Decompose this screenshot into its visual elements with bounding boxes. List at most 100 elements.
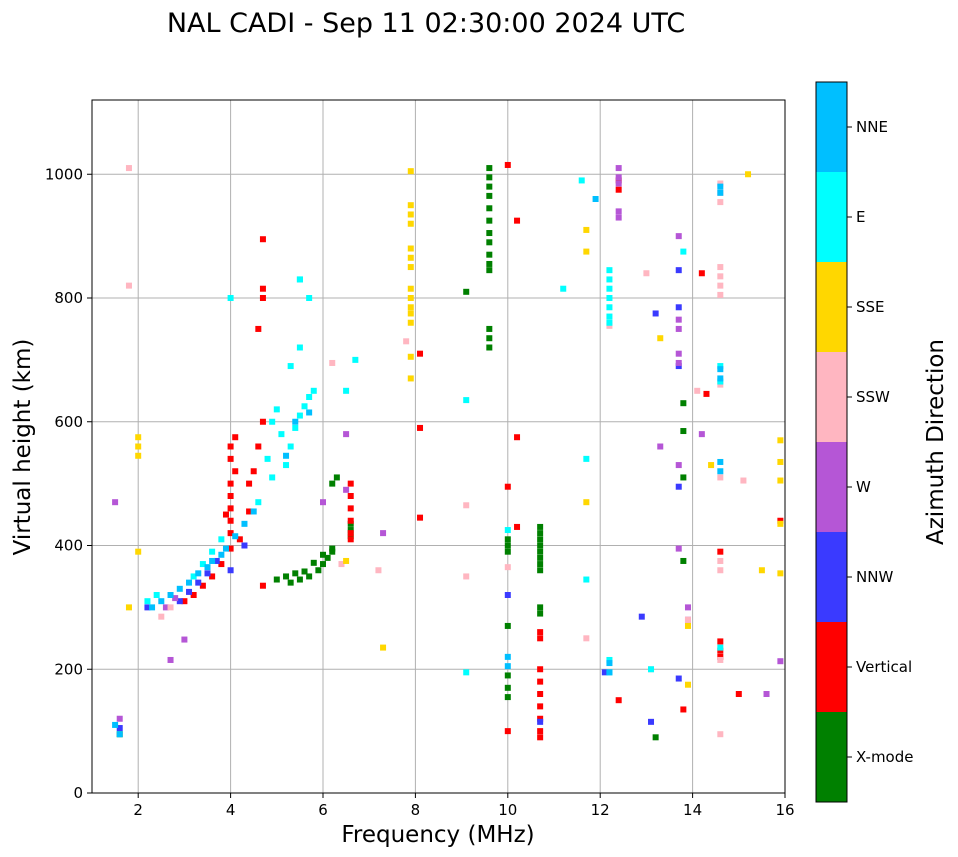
data-point	[504, 536, 511, 543]
data-point	[717, 567, 724, 574]
data-point	[176, 585, 183, 592]
data-point	[296, 576, 303, 583]
data-point	[259, 236, 266, 243]
data-point	[615, 165, 622, 172]
data-point	[606, 660, 613, 667]
colorbar-segment	[816, 262, 847, 352]
data-point	[246, 480, 253, 487]
data-point	[504, 542, 511, 549]
data-point	[486, 335, 493, 342]
x-tick-label: 16	[775, 801, 794, 819]
data-point	[181, 636, 188, 643]
data-point	[310, 559, 317, 566]
data-point	[204, 570, 211, 577]
data-point	[320, 551, 326, 558]
data-point	[287, 579, 294, 586]
data-point	[162, 604, 169, 611]
data-point	[717, 731, 724, 738]
data-point	[301, 403, 308, 410]
data-point	[347, 530, 354, 537]
data-point	[777, 517, 784, 524]
data-point	[190, 573, 197, 580]
data-point	[703, 390, 710, 397]
data-point	[463, 573, 470, 580]
data-point	[717, 647, 724, 654]
data-point	[347, 517, 354, 524]
data-point	[717, 644, 724, 651]
data-point	[578, 177, 585, 184]
x-tick-label: 6	[318, 801, 328, 819]
data-point	[684, 622, 691, 629]
data-point	[514, 217, 521, 224]
data-point	[264, 455, 271, 462]
data-point	[167, 604, 174, 611]
data-point	[112, 499, 119, 506]
x-tick-label: 10	[498, 801, 517, 819]
data-point	[537, 523, 544, 530]
data-point	[537, 536, 544, 543]
y-axis-label: Virtual height (km)	[10, 339, 36, 556]
data-point	[698, 270, 705, 277]
data-point	[116, 725, 123, 732]
data-point	[680, 248, 687, 255]
data-point	[504, 684, 511, 691]
data-point	[675, 359, 682, 366]
data-point	[347, 527, 354, 534]
data-point	[186, 588, 193, 595]
data-point	[615, 186, 622, 193]
data-point	[615, 174, 622, 181]
data-point	[717, 548, 724, 555]
data-point	[537, 691, 544, 697]
data-point	[486, 205, 493, 212]
data-point	[504, 663, 511, 670]
data-point	[537, 548, 544, 555]
data-point	[486, 260, 493, 267]
data-point	[283, 573, 290, 580]
data-point	[675, 304, 682, 311]
data-point	[648, 666, 655, 673]
data-point	[486, 174, 493, 181]
data-point	[158, 598, 165, 605]
data-point	[125, 165, 132, 172]
data-point	[352, 356, 359, 363]
data-point	[583, 499, 590, 506]
data-point	[717, 653, 724, 660]
data-point	[186, 579, 193, 586]
data-point	[227, 567, 234, 574]
data-point	[204, 564, 211, 571]
data-point	[717, 378, 724, 385]
data-point	[417, 424, 424, 431]
data-point	[592, 196, 599, 202]
data-point	[777, 458, 784, 465]
data-point	[324, 554, 331, 561]
data-point	[209, 573, 216, 580]
y-tick-label: 800	[54, 289, 83, 307]
colorbar-label: Azimuth Direction	[923, 339, 949, 545]
data-point	[407, 319, 414, 326]
data-point	[407, 202, 414, 209]
colorbar-segment	[816, 532, 847, 622]
data-point	[684, 681, 691, 688]
data-point	[486, 251, 493, 258]
data-point	[698, 431, 705, 438]
data-point	[583, 576, 590, 583]
data-point	[181, 598, 188, 605]
data-point	[763, 691, 770, 697]
data-point	[380, 644, 387, 651]
data-point	[560, 285, 567, 292]
data-point	[606, 295, 613, 301]
x-tick-label: 12	[591, 801, 610, 819]
data-point	[717, 656, 724, 663]
y-axis-ticks: 0 200 400 600 800 1000	[45, 165, 92, 802]
data-point	[407, 220, 414, 227]
data-point	[652, 734, 659, 741]
data-point	[717, 282, 724, 289]
data-point	[343, 486, 350, 493]
data-point	[680, 428, 687, 435]
data-point	[407, 310, 414, 317]
plot-area: 2 4 6 8 10 12 14 16 0 200 400 600 800 1000	[45, 99, 795, 819]
data-point	[259, 582, 266, 589]
data-point	[116, 731, 123, 738]
data-point	[296, 412, 303, 419]
data-point	[287, 363, 294, 370]
